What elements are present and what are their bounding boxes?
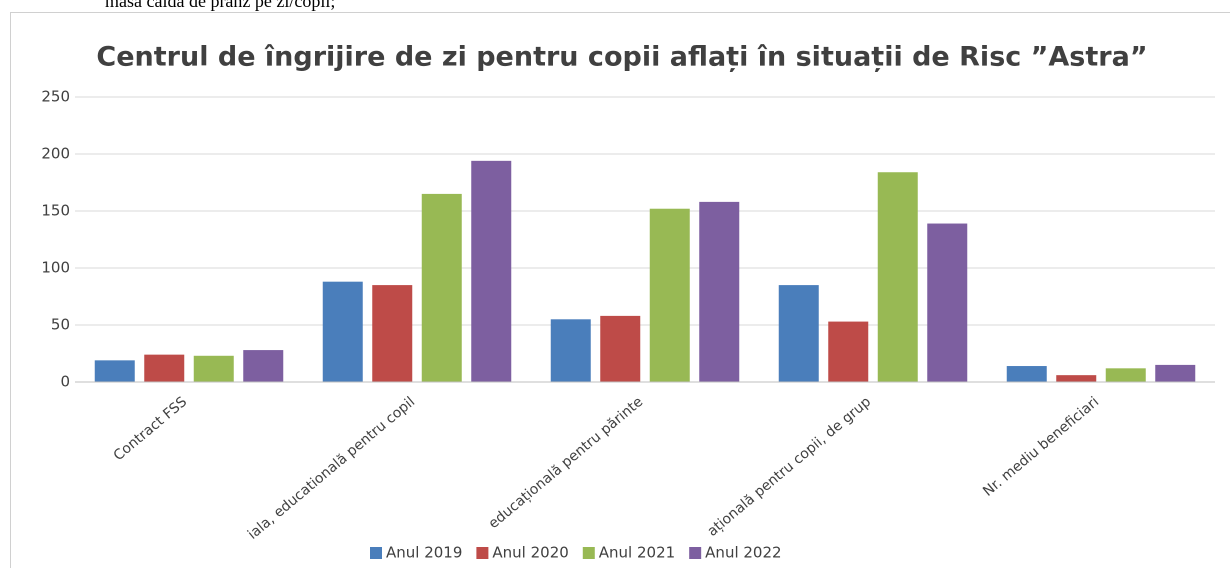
legend-swatch [582, 547, 595, 559]
x-tick-label: Nr. mediu beneficiari [980, 394, 1102, 500]
y-tick-label: 0 [60, 373, 70, 391]
bar [828, 321, 869, 382]
bar [1056, 375, 1097, 382]
document-text: masa caldă de prânz pe zi/copil; [105, 0, 336, 11]
legend-swatch [476, 547, 489, 559]
bar [600, 315, 641, 382]
chart-title: Centrul de îngrijire de zi pentru copii … [96, 42, 1147, 73]
x-tick-label: Contract FSS [111, 394, 191, 464]
bar [322, 281, 363, 382]
bar [778, 285, 819, 382]
x-tick-label: ațională pentru copii, de grup [704, 394, 874, 540]
x-tick-label: iala, educatională pentru copil [245, 394, 418, 543]
bar [372, 285, 413, 382]
legend-label: Anul 2019 [386, 544, 462, 562]
y-tick-label: 50 [51, 316, 70, 334]
y-tick-label: 200 [41, 145, 70, 163]
bar [649, 208, 690, 382]
y-tick-label: 100 [41, 259, 70, 277]
y-tick-label: 150 [41, 202, 70, 220]
bar [699, 201, 740, 382]
bar [471, 160, 512, 382]
x-tick-label: educațională pentru părinte [486, 394, 646, 532]
bar [243, 350, 284, 382]
bar [550, 319, 591, 382]
legend-label: Anul 2021 [599, 544, 675, 562]
bar [193, 355, 234, 382]
bar [94, 360, 135, 382]
bar [877, 172, 918, 382]
legend-swatch [370, 547, 382, 559]
legend-swatch [689, 547, 702, 559]
bar [1105, 368, 1146, 382]
bar [144, 354, 185, 382]
bar [1155, 364, 1196, 382]
legend-label: Anul 2022 [705, 544, 781, 562]
legend-label: Anul 2020 [492, 544, 568, 562]
bar [1006, 366, 1047, 382]
y-tick-label: 250 [41, 88, 70, 106]
chart-frame [10, 12, 1230, 568]
bar [927, 223, 968, 382]
bar [421, 193, 462, 382]
